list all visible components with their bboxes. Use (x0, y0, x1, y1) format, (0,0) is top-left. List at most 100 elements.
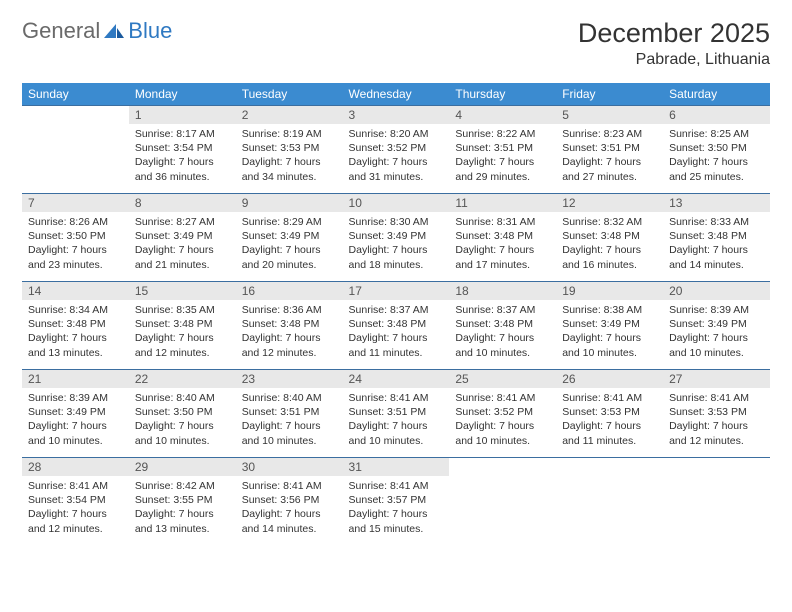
day-number: 6 (663, 106, 770, 124)
sunrise-line: Sunrise: 8:41 AM (28, 479, 123, 493)
calendar-cell: 25Sunrise: 8:41 AMSunset: 3:52 PMDayligh… (449, 370, 556, 458)
sunrise-line: Sunrise: 8:23 AM (562, 127, 657, 141)
sunset-line: Sunset: 3:49 PM (242, 229, 337, 243)
daylight-line: Daylight: 7 hours and 25 minutes. (669, 155, 764, 183)
weekday-header: Sunday (22, 83, 129, 106)
calendar-cell: 7Sunrise: 8:26 AMSunset: 3:50 PMDaylight… (22, 194, 129, 282)
day-number: 19 (556, 282, 663, 300)
sunrise-line: Sunrise: 8:41 AM (349, 391, 444, 405)
sunset-line: Sunset: 3:49 PM (669, 317, 764, 331)
sunset-line: Sunset: 3:54 PM (135, 141, 230, 155)
day-details: Sunrise: 8:41 AMSunset: 3:52 PMDaylight:… (449, 388, 556, 451)
sunrise-line: Sunrise: 8:31 AM (455, 215, 550, 229)
calendar-cell: 31Sunrise: 8:41 AMSunset: 3:57 PMDayligh… (343, 458, 450, 546)
daylight-line: Daylight: 7 hours and 10 minutes. (28, 419, 123, 447)
daylight-line: Daylight: 7 hours and 10 minutes. (242, 419, 337, 447)
sunset-line: Sunset: 3:49 PM (562, 317, 657, 331)
daylight-line: Daylight: 7 hours and 10 minutes. (669, 331, 764, 359)
day-number: 25 (449, 370, 556, 388)
day-details: Sunrise: 8:38 AMSunset: 3:49 PMDaylight:… (556, 300, 663, 363)
daylight-line: Daylight: 7 hours and 10 minutes. (135, 419, 230, 447)
day-details: Sunrise: 8:39 AMSunset: 3:49 PMDaylight:… (663, 300, 770, 363)
daylight-line: Daylight: 7 hours and 23 minutes. (28, 243, 123, 271)
location: Pabrade, Lithuania (578, 51, 770, 69)
day-details: Sunrise: 8:41 AMSunset: 3:54 PMDaylight:… (22, 476, 129, 539)
day-number: 23 (236, 370, 343, 388)
calendar-cell (449, 458, 556, 546)
day-details: Sunrise: 8:20 AMSunset: 3:52 PMDaylight:… (343, 124, 450, 187)
calendar-cell: 14Sunrise: 8:34 AMSunset: 3:48 PMDayligh… (22, 282, 129, 370)
sunset-line: Sunset: 3:53 PM (242, 141, 337, 155)
sunrise-line: Sunrise: 8:36 AM (242, 303, 337, 317)
daylight-line: Daylight: 7 hours and 20 minutes. (242, 243, 337, 271)
calendar-cell: 18Sunrise: 8:37 AMSunset: 3:48 PMDayligh… (449, 282, 556, 370)
sunrise-line: Sunrise: 8:32 AM (562, 215, 657, 229)
sunset-line: Sunset: 3:51 PM (349, 405, 444, 419)
daylight-line: Daylight: 7 hours and 14 minutes. (669, 243, 764, 271)
sunrise-line: Sunrise: 8:39 AM (669, 303, 764, 317)
calendar-cell (556, 458, 663, 546)
sunset-line: Sunset: 3:49 PM (135, 229, 230, 243)
sunset-line: Sunset: 3:48 PM (242, 317, 337, 331)
sunset-line: Sunset: 3:50 PM (135, 405, 230, 419)
day-details: Sunrise: 8:39 AMSunset: 3:49 PMDaylight:… (22, 388, 129, 451)
calendar-cell: 17Sunrise: 8:37 AMSunset: 3:48 PMDayligh… (343, 282, 450, 370)
sunset-line: Sunset: 3:48 PM (135, 317, 230, 331)
calendar-cell (663, 458, 770, 546)
daylight-line: Daylight: 7 hours and 21 minutes. (135, 243, 230, 271)
logo-sail-icon (102, 22, 126, 40)
day-details: Sunrise: 8:37 AMSunset: 3:48 PMDaylight:… (449, 300, 556, 363)
sunset-line: Sunset: 3:48 PM (28, 317, 123, 331)
sunrise-line: Sunrise: 8:22 AM (455, 127, 550, 141)
calendar-cell: 6Sunrise: 8:25 AMSunset: 3:50 PMDaylight… (663, 106, 770, 194)
sunrise-line: Sunrise: 8:41 AM (455, 391, 550, 405)
weekday-header-row: Sunday Monday Tuesday Wednesday Thursday… (22, 83, 770, 106)
day-number: 7 (22, 194, 129, 212)
sunset-line: Sunset: 3:55 PM (135, 493, 230, 507)
day-details: Sunrise: 8:41 AMSunset: 3:56 PMDaylight:… (236, 476, 343, 539)
day-details: Sunrise: 8:29 AMSunset: 3:49 PMDaylight:… (236, 212, 343, 275)
daylight-line: Daylight: 7 hours and 10 minutes. (455, 419, 550, 447)
sunset-line: Sunset: 3:53 PM (669, 405, 764, 419)
day-number: 31 (343, 458, 450, 476)
daylight-line: Daylight: 7 hours and 18 minutes. (349, 243, 444, 271)
calendar-cell: 13Sunrise: 8:33 AMSunset: 3:48 PMDayligh… (663, 194, 770, 282)
calendar-cell: 23Sunrise: 8:40 AMSunset: 3:51 PMDayligh… (236, 370, 343, 458)
day-details: Sunrise: 8:41 AMSunset: 3:51 PMDaylight:… (343, 388, 450, 451)
day-details: Sunrise: 8:27 AMSunset: 3:49 PMDaylight:… (129, 212, 236, 275)
sunset-line: Sunset: 3:48 PM (669, 229, 764, 243)
day-details: Sunrise: 8:22 AMSunset: 3:51 PMDaylight:… (449, 124, 556, 187)
logo-text-general: General (22, 18, 100, 44)
sunrise-line: Sunrise: 8:30 AM (349, 215, 444, 229)
sunrise-line: Sunrise: 8:41 AM (562, 391, 657, 405)
calendar-cell: 28Sunrise: 8:41 AMSunset: 3:54 PMDayligh… (22, 458, 129, 546)
calendar-row: 7Sunrise: 8:26 AMSunset: 3:50 PMDaylight… (22, 194, 770, 282)
title-block: December 2025 Pabrade, Lithuania (578, 18, 770, 69)
day-number: 20 (663, 282, 770, 300)
weekday-header: Monday (129, 83, 236, 106)
calendar-cell: 9Sunrise: 8:29 AMSunset: 3:49 PMDaylight… (236, 194, 343, 282)
daylight-line: Daylight: 7 hours and 12 minutes. (28, 507, 123, 535)
calendar-body: 1Sunrise: 8:17 AMSunset: 3:54 PMDaylight… (22, 106, 770, 546)
day-details: Sunrise: 8:26 AMSunset: 3:50 PMDaylight:… (22, 212, 129, 275)
day-details: Sunrise: 8:41 AMSunset: 3:57 PMDaylight:… (343, 476, 450, 539)
sunrise-line: Sunrise: 8:17 AM (135, 127, 230, 141)
sunrise-line: Sunrise: 8:41 AM (242, 479, 337, 493)
sunrise-line: Sunrise: 8:40 AM (135, 391, 230, 405)
day-details: Sunrise: 8:17 AMSunset: 3:54 PMDaylight:… (129, 124, 236, 187)
weekday-header: Tuesday (236, 83, 343, 106)
daylight-line: Daylight: 7 hours and 10 minutes. (455, 331, 550, 359)
calendar-cell: 4Sunrise: 8:22 AMSunset: 3:51 PMDaylight… (449, 106, 556, 194)
daylight-line: Daylight: 7 hours and 34 minutes. (242, 155, 337, 183)
weekday-header: Saturday (663, 83, 770, 106)
day-number: 27 (663, 370, 770, 388)
day-number: 8 (129, 194, 236, 212)
sunrise-line: Sunrise: 8:35 AM (135, 303, 230, 317)
daylight-line: Daylight: 7 hours and 17 minutes. (455, 243, 550, 271)
sunrise-line: Sunrise: 8:41 AM (669, 391, 764, 405)
day-number: 13 (663, 194, 770, 212)
calendar-cell: 2Sunrise: 8:19 AMSunset: 3:53 PMDaylight… (236, 106, 343, 194)
calendar-row: 28Sunrise: 8:41 AMSunset: 3:54 PMDayligh… (22, 458, 770, 546)
daylight-line: Daylight: 7 hours and 11 minutes. (562, 419, 657, 447)
calendar-cell (22, 106, 129, 194)
